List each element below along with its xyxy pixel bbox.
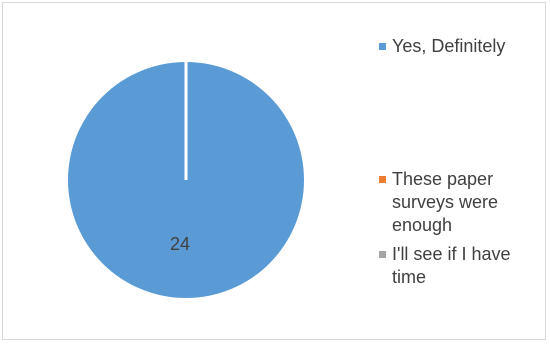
legend-label-yes-definitely: Yes, Definitely <box>392 36 506 56</box>
pie-chart: 24 <box>68 62 304 298</box>
pie-data-labels: 24 <box>170 234 190 254</box>
legend-swatch-yes-definitely <box>379 43 386 50</box>
data-label-yes-definitely: 24 <box>170 234 190 254</box>
legend: Yes, Definitely These paper surveys were… <box>375 33 545 303</box>
legend-swatch-paper-surveys-enough <box>379 176 386 183</box>
legend-label-see-if-have-time: I'll see if I have time <box>392 244 511 287</box>
chart-area: 24 Yes, Definitely These paper surveys w… <box>2 2 546 340</box>
legend-swatch-see-if-have-time <box>379 251 386 258</box>
legend-label-paper-surveys-enough: These paper surveys were enough <box>392 169 499 235</box>
